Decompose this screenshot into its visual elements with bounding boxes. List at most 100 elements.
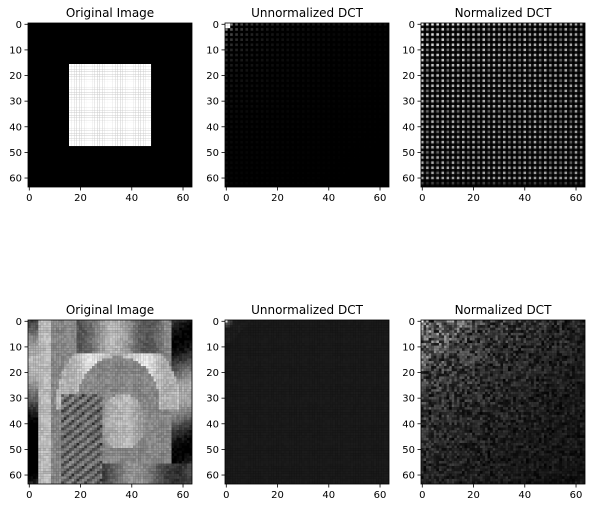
- pixel: [574, 99, 578, 103]
- pixel: [135, 110, 139, 113]
- pixel: [451, 99, 455, 103]
- pixel: [240, 48, 243, 52]
- pixel: [86, 74, 90, 77]
- pixel: [500, 105, 504, 108]
- pixel: [358, 33, 361, 36]
- pixel: [441, 76, 445, 80]
- pixel: [296, 156, 300, 159]
- pixel: [102, 81, 105, 85]
- pixel: [276, 43, 279, 47]
- pixel: [322, 43, 325, 47]
- pixel: [125, 135, 128, 139]
- pixel: [490, 33, 493, 36]
- pixel: [474, 115, 478, 118]
- pixel: [482, 97, 486, 100]
- pixel: [327, 110, 331, 113]
- pixel: [528, 97, 532, 100]
- pixel: [436, 30, 439, 34]
- pixel: [112, 115, 116, 118]
- pixel: [441, 143, 445, 147]
- pixel: [337, 38, 341, 41]
- pixel: [569, 33, 573, 36]
- pixel: [510, 125, 514, 129]
- pixel: [533, 61, 537, 65]
- pixel: [130, 107, 134, 111]
- pixel: [441, 69, 445, 72]
- pixel: [579, 74, 583, 77]
- pixel: [327, 125, 331, 129]
- pixel: [74, 140, 77, 144]
- pixel: [523, 76, 527, 80]
- pixel: [97, 76, 100, 80]
- pixel: [104, 71, 108, 75]
- pixel: [438, 151, 442, 154]
- pixel: [449, 94, 452, 98]
- pixel: [104, 122, 108, 126]
- pixel: [497, 28, 501, 31]
- pixel: [255, 69, 259, 72]
- pixel: [84, 71, 87, 75]
- pixel: [513, 76, 516, 80]
- pixel: [533, 151, 537, 154]
- pixel: [245, 181, 249, 185]
- pixel: [127, 135, 131, 139]
- pixel: [503, 79, 506, 82]
- pixel: [69, 120, 72, 123]
- pixel: [582, 84, 586, 88]
- pixel: [467, 161, 470, 164]
- pixel: [307, 58, 310, 62]
- pixel: [79, 92, 82, 95]
- pixel: [549, 64, 552, 67]
- pixel: [533, 81, 537, 85]
- pixel: [479, 28, 483, 31]
- pixel: [497, 87, 501, 90]
- pixel: [497, 30, 501, 34]
- pixel: [556, 120, 560, 123]
- pixel: [125, 99, 128, 103]
- pixel: [317, 23, 320, 26]
- pixel: [533, 74, 537, 77]
- pixel: [240, 105, 243, 108]
- pixel: [286, 43, 290, 47]
- pixel: [436, 143, 439, 147]
- pixel: [492, 146, 496, 149]
- pixel: [492, 30, 496, 34]
- pixel: [104, 130, 108, 134]
- pixel: [477, 156, 480, 159]
- pixel: [230, 94, 233, 98]
- pixel: [497, 76, 501, 80]
- pixel: [528, 40, 532, 44]
- pixel: [235, 53, 238, 57]
- pixel: [312, 115, 315, 118]
- pixel: [433, 151, 437, 154]
- pixel: [487, 46, 491, 49]
- pixel: [459, 105, 463, 108]
- pixel: [92, 69, 95, 72]
- pixel: [459, 33, 463, 36]
- pixel: [574, 135, 578, 139]
- pixel: [102, 143, 105, 147]
- pixel: [454, 130, 457, 134]
- pixel: [505, 74, 509, 77]
- pixel: [138, 128, 141, 131]
- pixel: [451, 74, 455, 77]
- pixel: [490, 105, 493, 108]
- pixel: [582, 130, 586, 134]
- pixel: [477, 81, 480, 85]
- pixel: [551, 74, 555, 77]
- pixel: [112, 107, 116, 111]
- pixel: [140, 107, 144, 111]
- pixel: [317, 38, 320, 41]
- pixel: [577, 156, 580, 159]
- pixel: [250, 115, 254, 118]
- pixel: [574, 87, 578, 90]
- pixel: [441, 163, 445, 167]
- pixel: [531, 94, 534, 98]
- pixel: [526, 69, 529, 72]
- pixel: [296, 84, 300, 88]
- pixel: [492, 71, 496, 75]
- pixel: [423, 94, 427, 98]
- pixel: [235, 99, 238, 103]
- pixel: [505, 69, 509, 72]
- pixel: [286, 69, 290, 72]
